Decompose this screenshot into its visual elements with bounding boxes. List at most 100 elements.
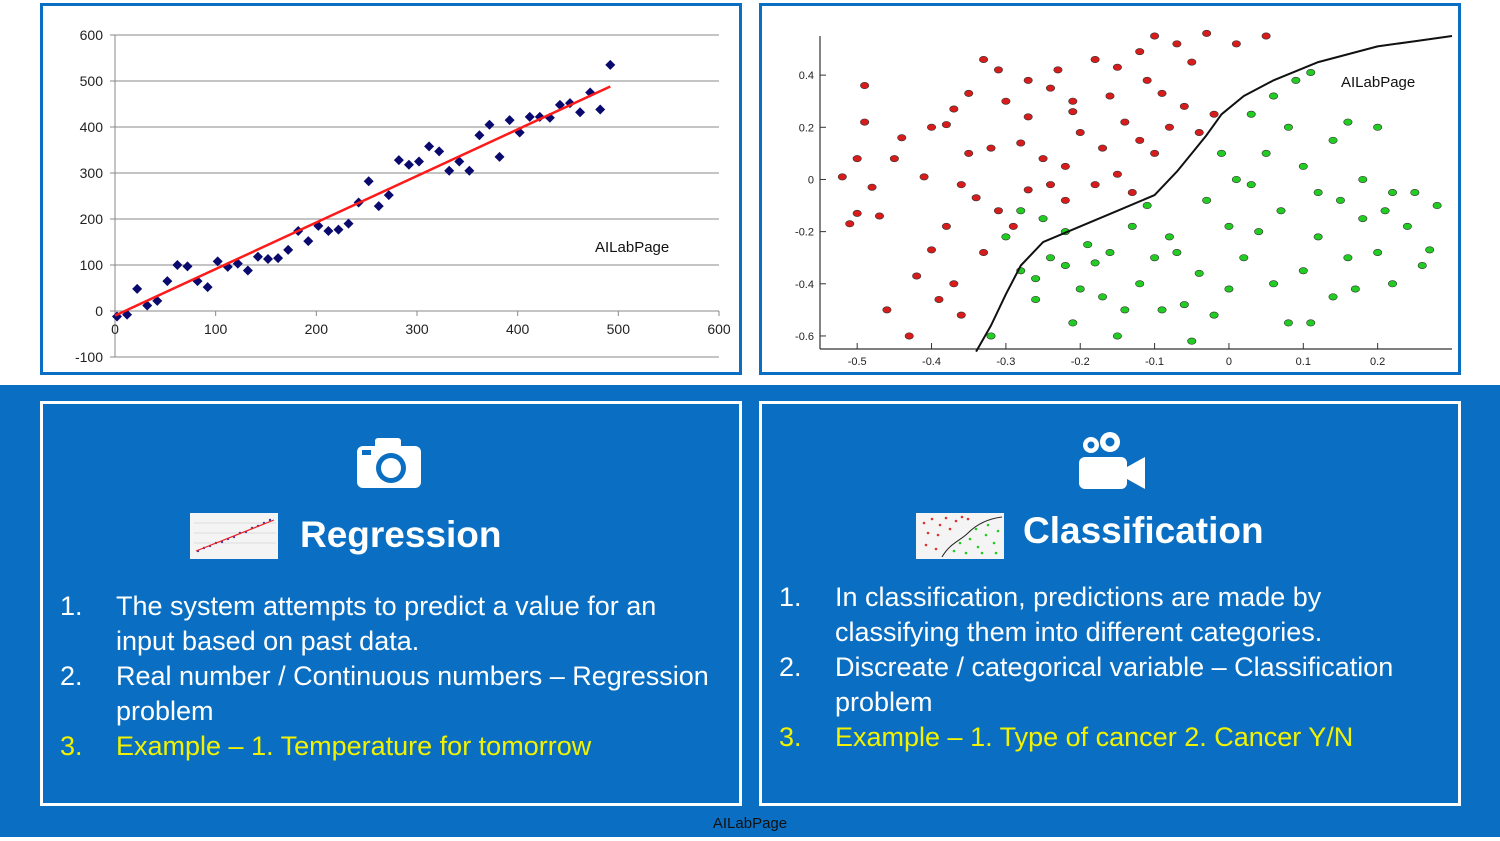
class-a-point <box>1090 181 1100 189</box>
regression-point <box>182 261 193 272</box>
classification-chart-panel: 0.4 0.2 0 -0.2 -0.4 -0.6 -0.5 -0.4 -0.3 -0.2 -0.1 0… <box>759 3 1461 375</box>
y-tick-label: 500 <box>80 73 104 89</box>
class-b-point <box>1343 118 1353 126</box>
class-a-point <box>927 123 937 131</box>
regression-point <box>373 201 384 212</box>
class-b-point <box>1179 301 1189 309</box>
class-b-point <box>1373 123 1383 131</box>
class-a-point <box>912 272 922 280</box>
class-b-point <box>1388 280 1398 288</box>
regression-point <box>363 176 374 187</box>
y-tick-label: 0.4 <box>799 70 814 82</box>
list-item-text: Real number / Continuous numbers – Regre… <box>116 661 709 726</box>
class-b-point <box>1001 233 1011 241</box>
y-tick-label: 300 <box>80 165 104 181</box>
regression-point <box>343 218 354 229</box>
list-item: 3. Example – 1. Temperature for tomorrow <box>60 729 710 764</box>
class-a-point <box>1112 170 1122 178</box>
class-b-point <box>1261 149 1271 157</box>
y-tick-label: -0.4 <box>795 279 814 291</box>
regression-point <box>504 115 515 126</box>
chart-annotation: AILabPage <box>1341 74 1415 91</box>
list-item-number: 2. <box>60 661 83 691</box>
class-a-point <box>1016 139 1026 147</box>
chart-annotation: AILabPage <box>595 239 669 256</box>
class-a-point <box>1231 40 1241 48</box>
x-tick-label: 400 <box>506 321 530 337</box>
regression-point <box>424 141 435 152</box>
class-a-point <box>1068 97 1078 105</box>
regression-point <box>434 146 445 157</box>
class-b-point <box>1254 228 1264 236</box>
regression-point <box>202 282 213 293</box>
x-tick-label: 600 <box>707 321 731 337</box>
class-b-point <box>1112 332 1122 340</box>
class-b-point <box>1157 306 1167 314</box>
x-tick-label: 0.2 <box>1370 356 1385 368</box>
class-b-point <box>1358 175 1368 183</box>
regression-point <box>242 265 253 276</box>
class-b-point <box>1083 241 1093 249</box>
x-tick-label: 0.1 <box>1296 356 1311 368</box>
class-b-point <box>1432 202 1442 210</box>
regression-point <box>252 251 263 262</box>
class-b-point <box>1417 262 1427 270</box>
class-b-point <box>1388 189 1398 197</box>
class-b-point <box>1410 189 1420 197</box>
regression-point <box>283 244 294 255</box>
class-a-point <box>860 118 870 126</box>
class-a-point <box>1008 222 1018 230</box>
x-tick-label: -0.5 <box>848 356 867 368</box>
class-a-point <box>1179 102 1189 110</box>
class-b-point <box>1217 149 1227 157</box>
class-b-point <box>1135 280 1145 288</box>
regression-point <box>524 111 535 122</box>
class-b-point <box>1380 207 1390 215</box>
y-tick-label: 600 <box>80 27 104 43</box>
class-b-point <box>1016 207 1026 215</box>
class-a-point <box>1053 66 1063 74</box>
class-a-point <box>1112 63 1122 71</box>
y-tick-label: 0 <box>808 174 814 186</box>
class-a-point <box>949 105 959 113</box>
regression-point <box>132 283 143 294</box>
class-b-point <box>1105 248 1115 256</box>
list-item: 1. In classification, predictions are mad… <box>779 580 1447 650</box>
list-item: 1. The system attempts to predict a value… <box>60 589 710 659</box>
class-b-point <box>1335 196 1345 204</box>
regression-point <box>403 159 414 170</box>
regression-point <box>393 155 404 166</box>
regression-point <box>474 130 485 141</box>
regression-point <box>383 190 394 201</box>
class-b-point <box>1298 162 1308 170</box>
class-a-point <box>941 222 951 230</box>
x-tick-label: -0.3 <box>996 356 1015 368</box>
list-item-text: The system attempts to predict a value f… <box>116 591 657 656</box>
class-a-point <box>867 183 877 191</box>
list-item-text: Discreate / categorical variable – Class… <box>835 652 1394 717</box>
class-b-point <box>1358 215 1368 223</box>
list-item-number: 3. <box>779 722 802 752</box>
class-b-point <box>1209 311 1219 319</box>
x-tick-label: 500 <box>607 321 631 337</box>
regression-point <box>263 254 274 265</box>
class-a-point <box>941 121 951 129</box>
class-b-point <box>1060 262 1070 270</box>
class-b-point <box>1031 295 1041 303</box>
regression-point <box>484 119 495 130</box>
y-tick-label: -0.6 <box>795 331 814 343</box>
class-a-point <box>852 155 862 163</box>
regression-point <box>494 151 505 162</box>
class-b-point <box>1045 254 1055 262</box>
class-b-point <box>1298 267 1308 275</box>
class-b-point <box>1038 215 1048 223</box>
regression-point <box>605 59 616 70</box>
class-a-point <box>1023 113 1033 121</box>
list-item-text: Example – 1. Temperature for tomorrow <box>116 731 592 761</box>
list-item: 2. Real number / Continuous numbers – Reg… <box>60 659 710 729</box>
classification-chart: 0.4 0.2 0 -0.2 -0.4 -0.6 -0.5 -0.4 -0.3 -0.2 -0.1 0… <box>795 29 1453 368</box>
y-tick-label: 100 <box>80 257 104 273</box>
class-a-point <box>874 212 884 220</box>
class-b-point <box>1031 275 1041 283</box>
class-b-point <box>1269 92 1279 100</box>
